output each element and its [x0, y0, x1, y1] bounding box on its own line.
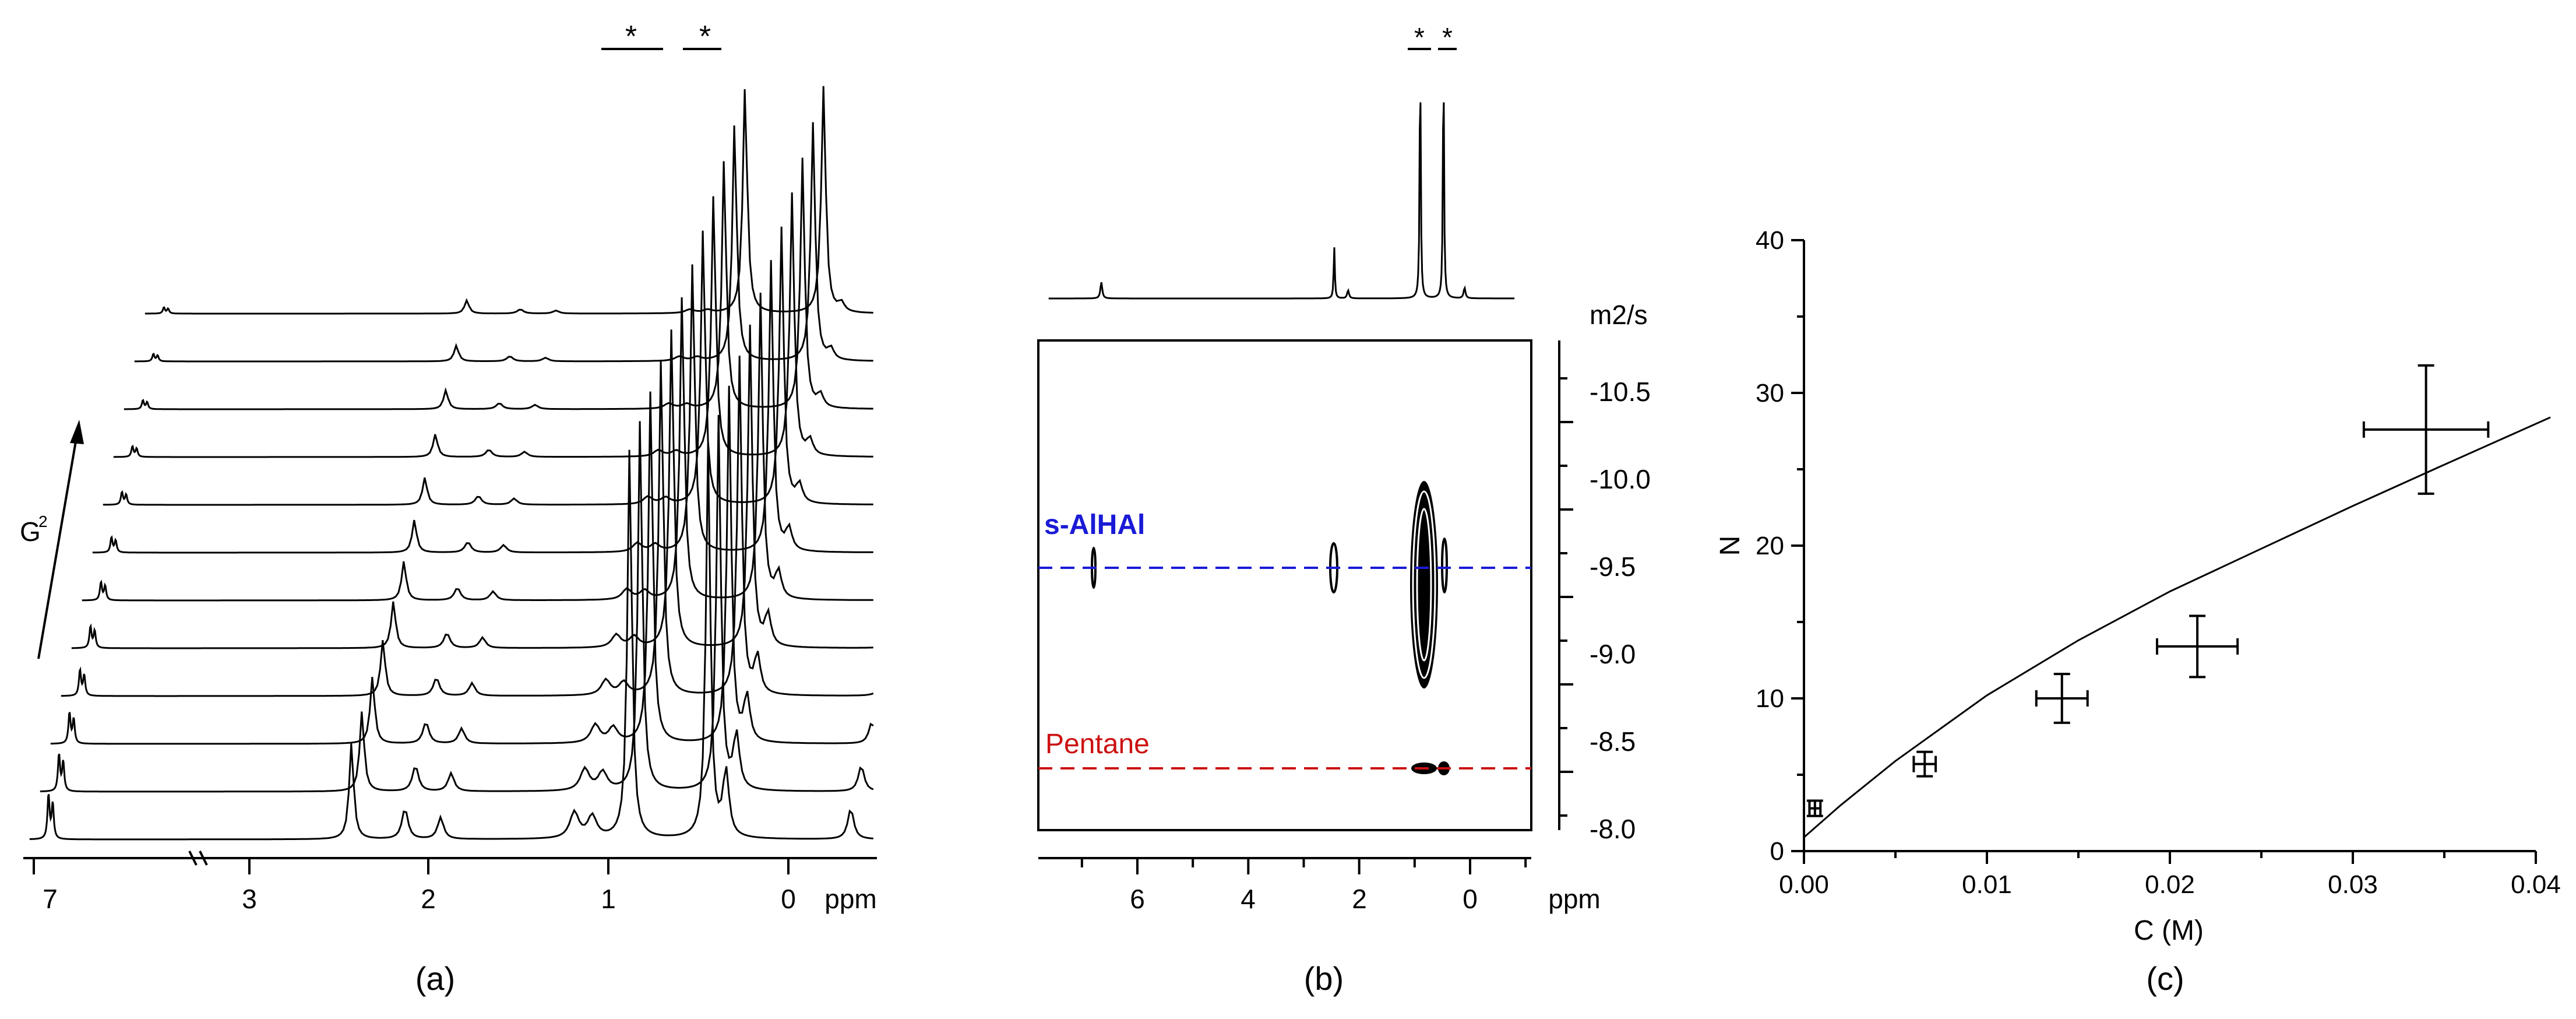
panel-b-y-unit: m2/s — [1590, 300, 1648, 330]
panel-b-projection-trace — [1048, 102, 1515, 300]
panel-c-data-point — [2035, 673, 2089, 724]
panel-a-spectrum-trace — [50, 385, 874, 745]
panel-a-tick-label: 2 — [421, 884, 436, 914]
panel-c-data-points — [1806, 364, 2490, 817]
panel-a-spectrum-trace — [134, 122, 873, 363]
panel-c-fit-curve — [1803, 416, 2551, 838]
panel-a-tick-label: 0 — [781, 884, 796, 914]
panel-a-truncation-star: * — [699, 20, 711, 54]
panel-b-projection-spectrum — [1048, 102, 1515, 300]
panel-a-spectrum-trace — [92, 260, 873, 554]
panel-c-ticks: 0.00 0.01 0.02 0.03 0.04 0 10 20 30 40 — [1756, 226, 2561, 899]
panel-b-y-tick-label: -9.0 — [1590, 639, 1636, 669]
panel-c-x-tick-label: 0.00 — [1779, 870, 1829, 899]
dosy-contour-ring — [1416, 508, 1432, 662]
panel-b-y-ticks — [1559, 377, 1573, 817]
panel-a-stacked-spectra — [29, 86, 874, 841]
panel-c-y-tick-label: 10 — [1756, 684, 1784, 713]
panel-b-y-tick-label: -8.0 — [1590, 814, 1636, 844]
panel-b: * * s-AlHAl Pentane 6 4 2 0 ppm m2/s -1 — [1037, 22, 1651, 997]
panel-b-y-tick-label: -8.5 — [1590, 726, 1636, 757]
panel-a-spectrum-trace — [71, 324, 873, 649]
panel-c-data-point — [1806, 799, 1823, 817]
panel-b-truncation-star: * — [1414, 22, 1425, 52]
gradient-exponent: 2 — [38, 512, 48, 530]
dosy-contour-ring — [1412, 490, 1436, 679]
gradient-arrow-head — [70, 420, 84, 444]
s-alhal-label: s-AlHAl — [1044, 510, 1145, 540]
panel-a-spectrum-trace — [61, 356, 874, 697]
panel-a-tick-label: 1 — [601, 884, 616, 914]
panel-a-spectrum-trace — [40, 414, 874, 793]
panel-c-x-tick-label: 0.04 — [2511, 870, 2561, 899]
panel-a-spectrum-trace — [103, 226, 873, 506]
dosy-contour-main — [1410, 481, 1438, 688]
panel-b-unit-label: ppm — [1548, 884, 1600, 914]
panel-c-x-axis-title: C (M) — [2134, 915, 2204, 946]
panel-a: 7 3 2 1 0 ppm G 2 * * (a) — [20, 20, 877, 997]
panel-c-y-axis-title: N — [1715, 536, 1746, 556]
panel-b-y-tick-label: -10.5 — [1590, 377, 1651, 407]
dosy-contour-filled — [1410, 481, 1438, 688]
panel-a-tick-label: 3 — [242, 884, 257, 914]
panel-a-axis-break — [199, 851, 208, 866]
panel-c-y-tick-label: 40 — [1756, 226, 1784, 255]
panel-c-data-point — [1912, 750, 1937, 778]
panel-b-label: (b) — [1304, 960, 1344, 997]
panel-c-data-point — [2156, 614, 2239, 679]
panel-c-x-tick-label: 0.03 — [2328, 870, 2378, 899]
panel-b-tick-label: 0 — [1463, 884, 1478, 914]
panel-b-y-tick-label: -10.0 — [1590, 464, 1651, 494]
panel-a-unit-label: ppm — [824, 884, 876, 914]
dosy-contour — [1441, 537, 1448, 593]
panel-b-tick-label: 6 — [1130, 884, 1145, 914]
panel-c-y-tick-label: 0 — [1770, 837, 1784, 866]
panel-c-x-tick-label: 0.02 — [2145, 870, 2195, 899]
panel-a-tick-label: 7 — [43, 884, 58, 914]
panel-b-tick-label: 2 — [1352, 884, 1367, 914]
panel-c-y-tick-label: 20 — [1756, 532, 1784, 560]
panel-a-axis-break — [188, 851, 198, 866]
panel-a-x-axis: 7 3 2 1 0 ppm — [23, 851, 877, 914]
panel-b-x-ticks — [1080, 858, 1527, 874]
pentane-label: Pentane — [1045, 729, 1150, 760]
panel-b-truncation-star: * — [1442, 22, 1453, 52]
panel-b-y-tick-label: -9.5 — [1590, 551, 1636, 582]
panel-a-spectrum-trace — [145, 86, 873, 315]
dosy-plot-frame — [1037, 339, 1532, 831]
panel-a-spectrum-trace — [124, 157, 873, 410]
panel-a-spectrum-trace — [29, 443, 873, 841]
panel-c-data-point — [2362, 364, 2490, 495]
panel-b-tick-label: 4 — [1241, 884, 1256, 914]
panel-c-label: (c) — [2146, 960, 2184, 997]
panel-c-x-tick-label: 0.01 — [1962, 870, 2012, 899]
panel-a-truncation-star: * — [625, 20, 637, 54]
panel-a-spectrum-trace — [82, 293, 873, 602]
panel-a-spectrum-trace — [113, 192, 873, 458]
gradient-label: G — [20, 516, 41, 547]
panel-c-y-tick-label: 30 — [1756, 379, 1784, 407]
panel-a-label: (a) — [415, 960, 455, 997]
panel-c: 0.00 0.01 0.02 0.03 0.04 0 10 20 30 40 N C (M) (c… — [1715, 226, 2561, 997]
gradient-arrow-shaft — [37, 431, 79, 659]
